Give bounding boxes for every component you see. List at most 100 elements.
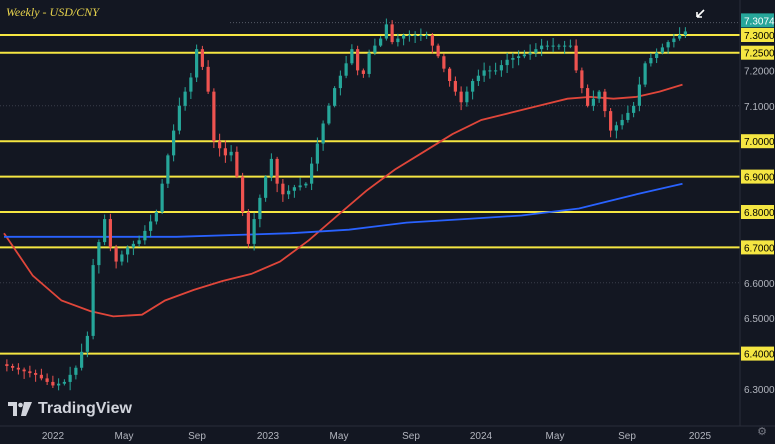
candle-body — [97, 242, 101, 266]
price-tick-label: 7.2500 — [744, 49, 775, 60]
candle-body — [28, 371, 32, 374]
price-tick-label: 6.8000 — [744, 208, 775, 219]
candle-body — [103, 219, 107, 243]
candle-body — [476, 75, 480, 82]
price-level-badge — [741, 169, 774, 184]
candle-body — [632, 105, 636, 113]
candle-body — [586, 88, 590, 106]
candle-body — [57, 383, 61, 386]
candle-body — [436, 45, 440, 57]
candle-body — [402, 35, 406, 39]
candle-body — [361, 70, 365, 74]
candle-body — [218, 141, 222, 149]
candle-body — [356, 49, 360, 71]
candle-body — [379, 38, 383, 46]
candle-body — [287, 190, 291, 195]
price-tick-label: 7.0000 — [744, 137, 775, 148]
candle-body — [413, 35, 417, 36]
candle-body — [505, 59, 509, 66]
candle-body — [223, 148, 227, 156]
candle-body — [34, 373, 38, 375]
candle-body — [568, 45, 572, 47]
candle-body — [373, 45, 377, 53]
candle-body — [649, 58, 653, 64]
candle-body — [390, 24, 394, 43]
candle-body — [453, 81, 457, 92]
candle-body — [5, 364, 9, 366]
candle-body — [563, 45, 567, 47]
price-tick-label: 6.6000 — [744, 279, 775, 290]
price-level-badge — [741, 45, 774, 60]
candle-body — [419, 35, 423, 36]
time-axis[interactable]: 2022 May Sep 2023 May Sep 2024 May Sep 2025 — [0, 425, 775, 442]
candle-body — [425, 35, 429, 36]
price-tick-label: 7.2000 — [744, 66, 775, 77]
gear-icon[interactable]: ⚙ — [757, 426, 767, 438]
candle-body — [660, 47, 664, 53]
candle-body — [235, 151, 239, 177]
candle-body — [264, 176, 268, 198]
time-tick-label: 2024 — [470, 431, 493, 442]
candle-body — [315, 143, 319, 164]
time-tick-label: May — [330, 431, 349, 442]
candle-body — [626, 112, 630, 120]
candle-body — [407, 35, 411, 36]
candle-body — [666, 42, 670, 48]
candle-body — [74, 367, 78, 375]
candle-body — [528, 52, 532, 55]
candle-body — [114, 247, 118, 262]
candle-body — [62, 381, 66, 384]
candle-body — [149, 221, 153, 231]
time-tick-label: 2025 — [689, 431, 712, 442]
candle-body — [310, 163, 314, 184]
brand-name: TradingView — [38, 400, 132, 417]
price-tick-label: 6.5000 — [744, 314, 775, 325]
time-tick-label: Sep — [188, 431, 206, 442]
candle-body — [522, 54, 526, 57]
candle-body — [120, 254, 124, 262]
candle-body — [166, 155, 170, 184]
candle-body — [534, 49, 538, 53]
candle-body — [344, 63, 348, 76]
candle-body — [494, 70, 498, 72]
candle-body — [545, 45, 549, 47]
price-level-badge — [741, 205, 774, 219]
candle-body — [580, 70, 584, 89]
price-level-badge — [741, 346, 774, 361]
candle-body — [275, 158, 279, 184]
candle-body — [603, 91, 607, 112]
candle-body — [189, 77, 193, 92]
candle-body — [609, 111, 613, 131]
price-tick-label: 6.3000 — [744, 385, 775, 396]
candle-body — [678, 35, 682, 39]
candle-body — [85, 335, 89, 352]
candle-body — [488, 70, 492, 72]
candle-body — [16, 367, 20, 370]
candle-body — [252, 219, 256, 244]
candle-body — [574, 45, 578, 71]
candle-body — [298, 185, 302, 188]
candle-body — [39, 374, 43, 379]
candle-body — [384, 24, 388, 39]
chart-title: Weekly - USD/CNY — [6, 5, 99, 19]
price-tick-label: 6.4000 — [744, 350, 775, 361]
candle-body — [131, 243, 135, 248]
candle-body — [321, 123, 325, 144]
candle-body — [465, 91, 469, 103]
candle-body — [241, 176, 245, 212]
time-tick-label: 2023 — [257, 431, 280, 442]
current-price-badge — [741, 13, 774, 28]
time-tick-label: May — [546, 431, 565, 442]
arrow-pointer-icon — [696, 9, 705, 18]
candle-body — [11, 365, 15, 368]
candle-body — [154, 212, 158, 222]
price-tick-label: 7.3000 — [744, 31, 775, 42]
candle-body — [269, 158, 273, 177]
candle-body — [304, 183, 308, 186]
candle-body — [471, 81, 475, 92]
candle-body — [195, 49, 199, 78]
moving-average-slow — [4, 182, 683, 238]
price-axis[interactable]: 7.3000 7.2000 7.1000 7.0000 6.9000 6.8000 6.70… — [739, 0, 775, 426]
candle-body — [557, 45, 561, 47]
